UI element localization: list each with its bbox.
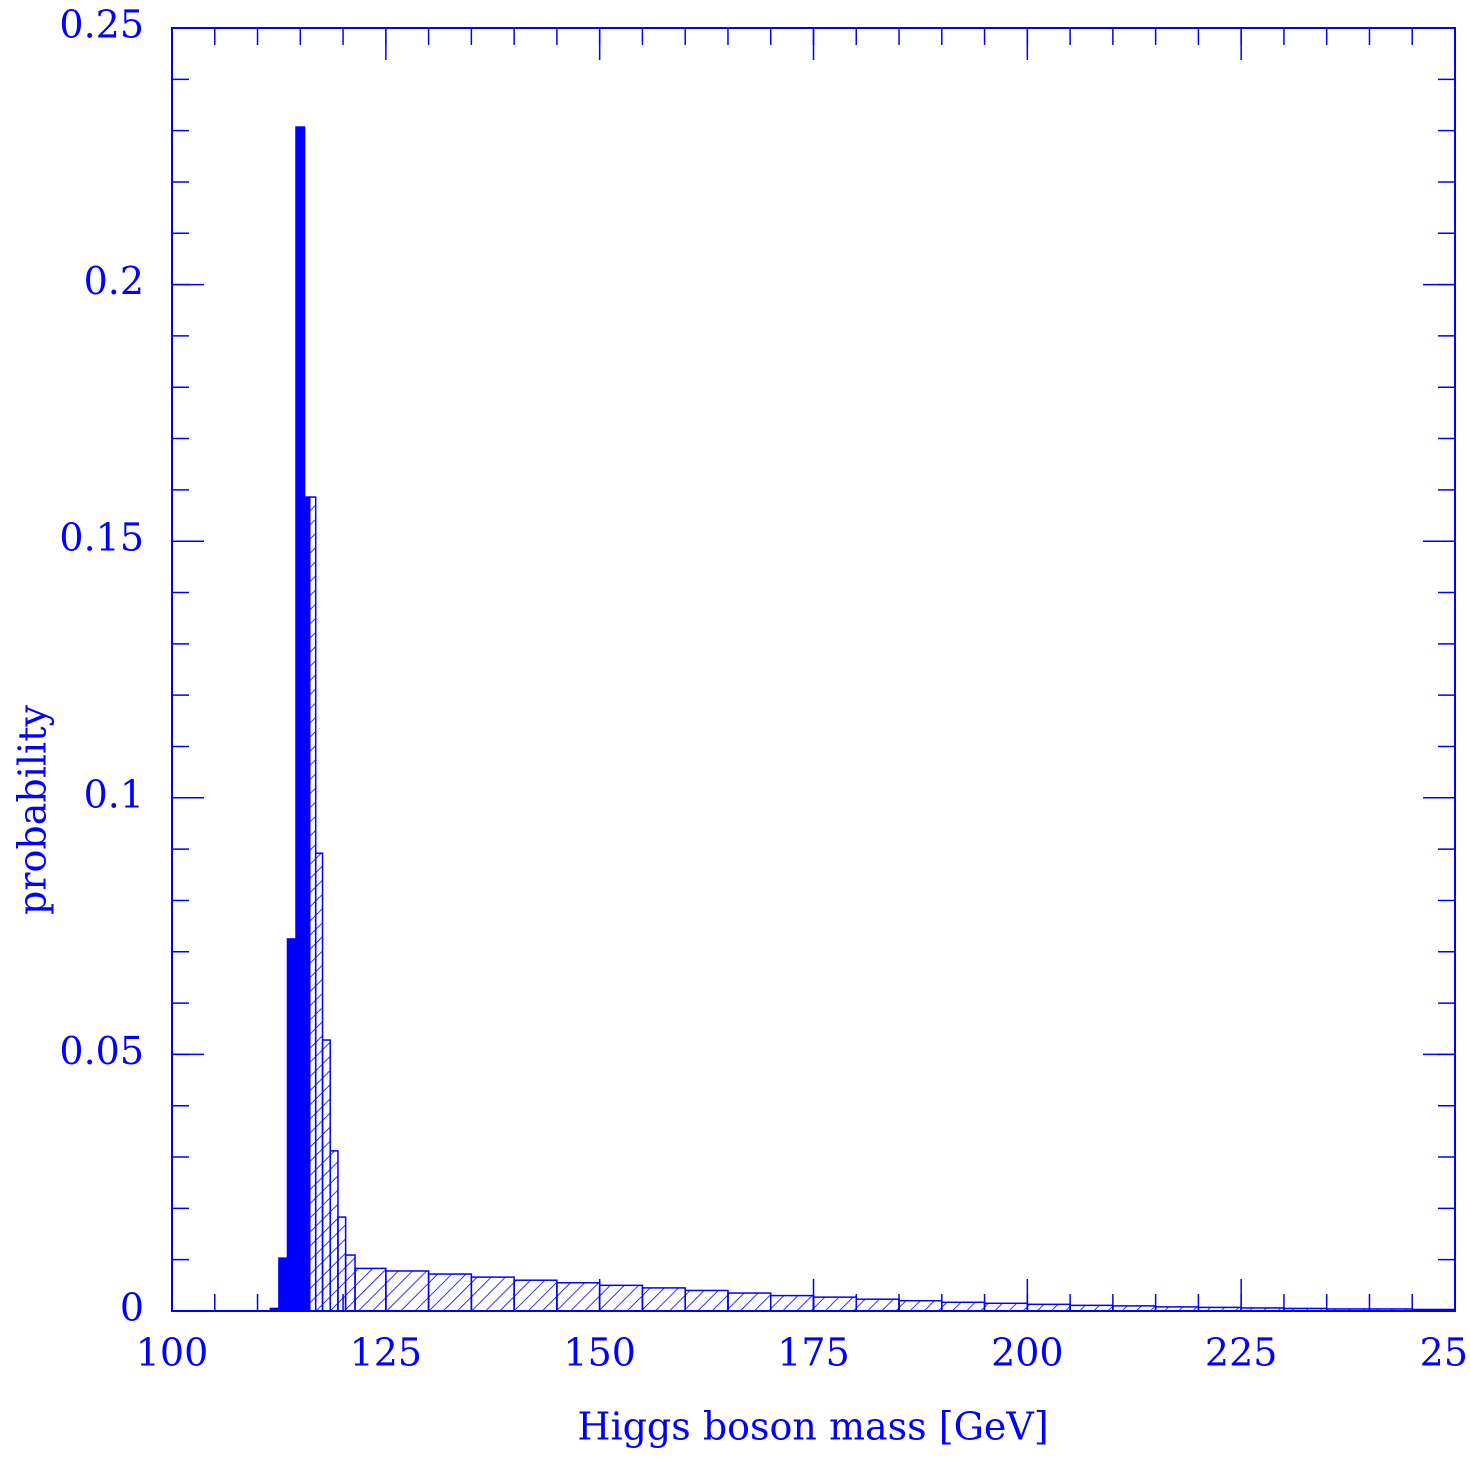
- plot-frame: [171, 27, 1456, 1312]
- y-tick-label: 0.05: [59, 1029, 144, 1073]
- y-tick-label: 0.1: [84, 772, 144, 816]
- histogram-bar: [385, 1270, 430, 1312]
- histogram-bar: [983, 1302, 1029, 1312]
- y-axis-label: probability: [11, 705, 55, 915]
- histogram-bar: [641, 1287, 686, 1312]
- x-tick-label: 175: [777, 1331, 850, 1375]
- histogram-bar: [1026, 1303, 1071, 1312]
- histogram-bar: [321, 1039, 331, 1312]
- histogram-bar: [684, 1289, 729, 1312]
- y-tick-label: 0: [120, 1286, 144, 1330]
- histogram-bar: [308, 496, 317, 1312]
- histogram-bar: [556, 1282, 601, 1312]
- histogram-bar: [598, 1284, 644, 1312]
- histogram-bar: [427, 1273, 473, 1312]
- histogram-bar: [278, 1257, 289, 1312]
- histogram-bar: [470, 1276, 515, 1312]
- histogram-bar: [812, 1296, 858, 1312]
- y-tick-label: 0.25: [59, 3, 144, 47]
- histogram-bar: [303, 496, 311, 1312]
- y-tick-label: 0.2: [84, 259, 144, 303]
- x-tick-label: 25: [1420, 1331, 1468, 1375]
- histogram-bar: [727, 1292, 772, 1312]
- histogram-bar: [769, 1294, 815, 1312]
- histogram-bar: [344, 1254, 356, 1312]
- histogram-bar: [286, 938, 297, 1312]
- x-axis-label: Higgs boson mass [GeV]: [577, 1405, 1048, 1449]
- histogram-bar: [855, 1298, 900, 1312]
- histogram-bar: [513, 1279, 558, 1312]
- histogram-bar: [295, 126, 306, 1312]
- histogram-bar: [314, 852, 324, 1312]
- y-tick-label: 0.15: [59, 516, 144, 560]
- histogram-bar: [941, 1301, 986, 1312]
- histogram-bar: [354, 1267, 387, 1312]
- x-tick-label: 125: [350, 1331, 423, 1375]
- histogram-bar: [329, 1150, 339, 1312]
- histogram-bar: [898, 1299, 943, 1312]
- x-tick-label: 225: [1205, 1331, 1278, 1375]
- x-tick-label: 150: [563, 1331, 636, 1375]
- x-tick-label: 100: [136, 1331, 209, 1375]
- histogram-bar: [337, 1216, 347, 1312]
- x-tick-label: 200: [991, 1331, 1064, 1375]
